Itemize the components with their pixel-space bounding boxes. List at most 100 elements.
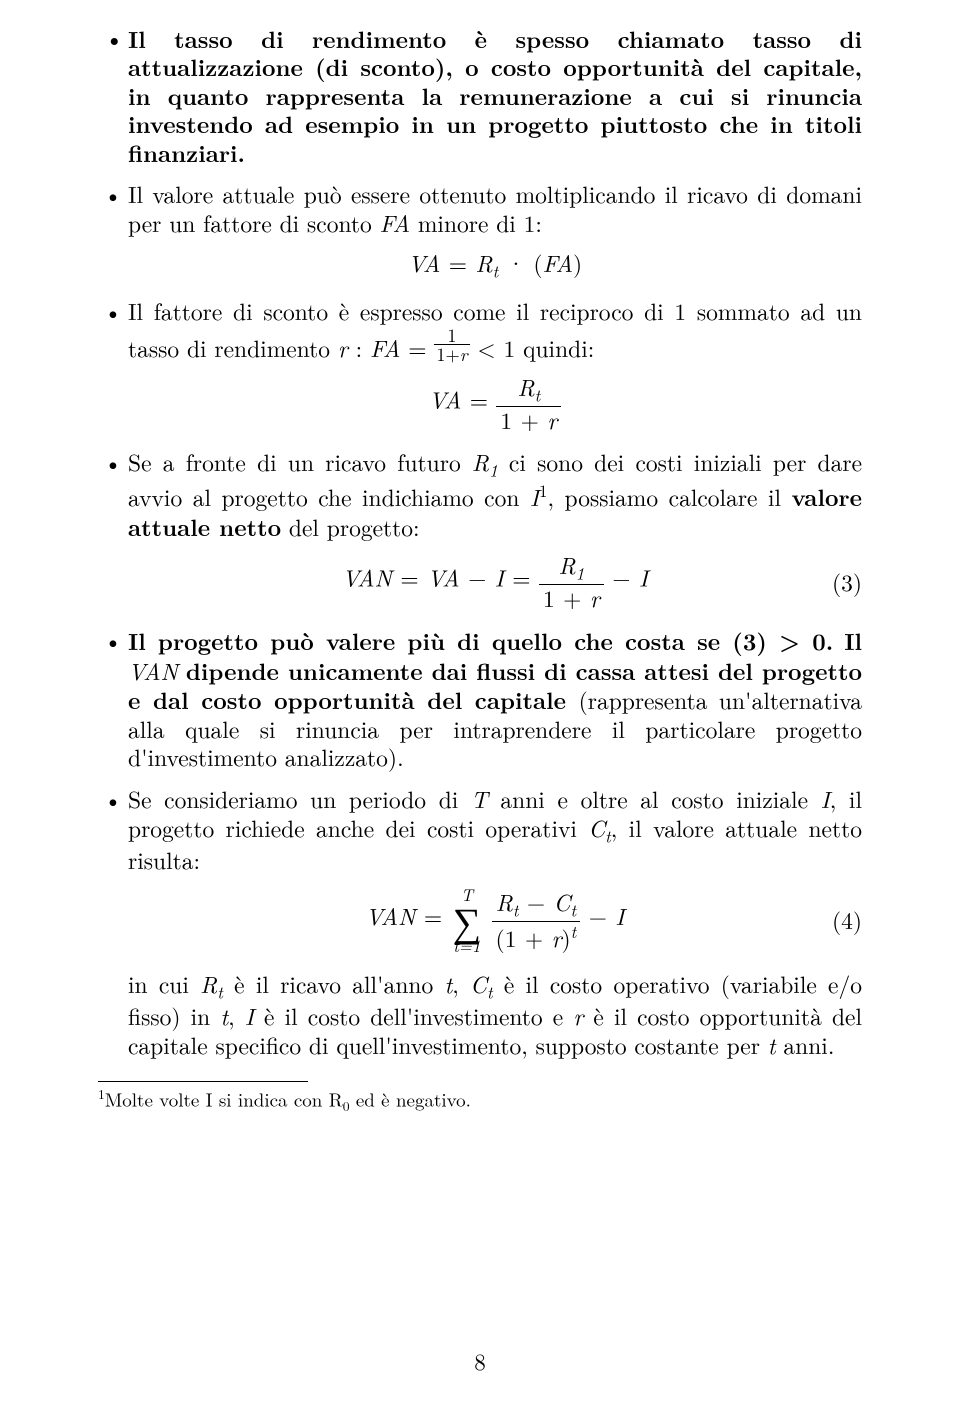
f3d: (1 + r)t xyxy=(492,922,581,951)
eqnum-4: (4) xyxy=(832,906,862,934)
m3: − xyxy=(527,885,545,918)
bullet-1-text: Il tasso di rendimento è spesso chiamato… xyxy=(128,21,862,169)
expt: t xyxy=(571,919,577,943)
eq2: = xyxy=(408,330,426,363)
r-var: r xyxy=(338,330,348,363)
frac-sum: Rt − Ct (1 + r)t xyxy=(492,890,581,950)
van: VAN xyxy=(342,561,392,594)
t-sub: t xyxy=(493,259,499,283)
ttail3: t xyxy=(768,1028,776,1061)
footnote-text2: ed è negativo. xyxy=(350,1086,471,1113)
sum: T ∑ t=1 xyxy=(453,886,481,954)
fa-var: FA xyxy=(380,206,410,239)
footnote-text: Molte volte I si indica con R xyxy=(105,1086,343,1113)
b4-pre: Se a fronte di un ricavo futuro xyxy=(128,445,472,478)
f2d: 1 + r xyxy=(539,585,604,611)
footnote-rule xyxy=(98,1081,308,1082)
i1: I xyxy=(495,561,504,594)
bullet-4: Se a fronte di un ricavo futuro R1 ci so… xyxy=(98,448,862,610)
eqnum-3: (3) xyxy=(832,567,862,595)
rn: R xyxy=(517,370,534,403)
frac-rt: Rt 1 + r xyxy=(496,375,561,432)
t3: t xyxy=(513,898,519,922)
sumbot: t=1 xyxy=(453,937,481,954)
cT: C xyxy=(470,967,487,1000)
bullet-2: Il valore attuale può essere ottenuto mo… xyxy=(98,180,862,281)
ct-tail: Ct xyxy=(470,967,492,1000)
minus2: − xyxy=(612,561,630,594)
c3: C xyxy=(554,885,571,918)
van3: VAN xyxy=(365,899,415,932)
dr: r xyxy=(547,403,557,436)
fa2: FA xyxy=(543,246,573,279)
ivar: I xyxy=(530,480,539,513)
r2: R xyxy=(559,548,576,581)
sumsym: ∑ xyxy=(453,903,481,937)
footnote-mark: 1 xyxy=(98,1084,105,1103)
va2: VA xyxy=(429,383,462,416)
rT: R xyxy=(200,967,217,1000)
ct: Ct xyxy=(588,811,610,844)
d1: 1 xyxy=(500,403,512,436)
b6t-pre: in cui xyxy=(128,967,200,1000)
lp: ( xyxy=(533,246,542,279)
d1b: 1 xyxy=(543,581,555,614)
drb: r xyxy=(590,581,600,614)
equation-va-fa: VA = Rt · (FA) xyxy=(128,249,862,281)
dpc: + xyxy=(525,921,543,954)
dpb: + xyxy=(563,581,581,614)
b6t-5: anni. xyxy=(776,1028,835,1061)
va3: VA xyxy=(427,561,460,594)
bullet-2-post: minore di 1: xyxy=(410,206,542,239)
lt: < xyxy=(477,330,495,363)
comma1: , xyxy=(452,967,459,1000)
minus3: − xyxy=(589,899,607,932)
small-frac: 11+r xyxy=(434,326,469,364)
fa-var2: FA xyxy=(370,330,400,363)
r1r: R xyxy=(472,445,489,478)
r3: R xyxy=(496,885,513,918)
r: R xyxy=(476,246,493,279)
equation-van-sum: VAN = T ∑ t=1 Rt − Ct (1 + r)t − I (4) xyxy=(128,886,862,954)
b4-post: del progetto: xyxy=(281,510,419,543)
dp: + xyxy=(521,403,539,436)
r1s: 1 xyxy=(489,458,498,482)
rp: ) xyxy=(573,246,582,279)
eq6s: = xyxy=(424,899,442,932)
page-number: 8 xyxy=(0,1344,960,1377)
bullet-1: Il tasso di rendimento è spesso chiamato… xyxy=(98,24,862,166)
i2: I xyxy=(639,561,648,594)
footnote-sub: 0 xyxy=(343,1096,350,1115)
bullet-list: Il tasso di rendimento è spesso chiamato… xyxy=(98,24,862,1059)
b6t-1: è il ricavo all'anno xyxy=(223,967,445,1000)
cc: C xyxy=(588,811,605,844)
page: Il tasso di rendimento è spesso chiamato… xyxy=(0,0,960,1407)
f3n: Rt − Ct xyxy=(492,890,581,921)
bullet-3-mid: quindi: xyxy=(515,330,594,363)
b4-m2: , possiamo calcolare il xyxy=(547,480,791,513)
frac-r1: R1 1 + r xyxy=(539,553,604,610)
rp2: ) xyxy=(562,921,571,954)
rt-tail: Rt xyxy=(200,967,223,1000)
dot: · xyxy=(507,246,525,279)
equation-va-frac: VA = Rt 1 + r xyxy=(128,375,862,432)
bullet-3: Il fattore di sconto è espresso come il … xyxy=(98,297,862,432)
i3: I xyxy=(615,899,624,932)
lp2: ( xyxy=(496,921,505,954)
bullet-6: Se consideriamo un periodo di T anni e o… xyxy=(98,785,862,1059)
eq4s: = xyxy=(400,561,418,594)
eq3s: = xyxy=(470,383,488,416)
eq-sign: = xyxy=(449,246,467,279)
drc: r xyxy=(552,921,562,954)
sf-den: 1+r xyxy=(434,345,469,363)
eq5s: = xyxy=(512,561,530,594)
bullet-5: Il progetto può valere più di quello che… xyxy=(98,626,862,771)
one2: 1 xyxy=(504,330,516,363)
r1: R1 xyxy=(472,445,498,478)
footnote: 1Molte volte I si indica con R0 ed è neg… xyxy=(98,1086,862,1115)
equation-van: VAN = VA − I = R1 1 + r − I (3) xyxy=(128,553,862,610)
va: VA xyxy=(408,246,441,279)
colon: : xyxy=(356,330,363,363)
minus1: − xyxy=(468,561,486,594)
f-den: 1 + r xyxy=(496,407,561,433)
